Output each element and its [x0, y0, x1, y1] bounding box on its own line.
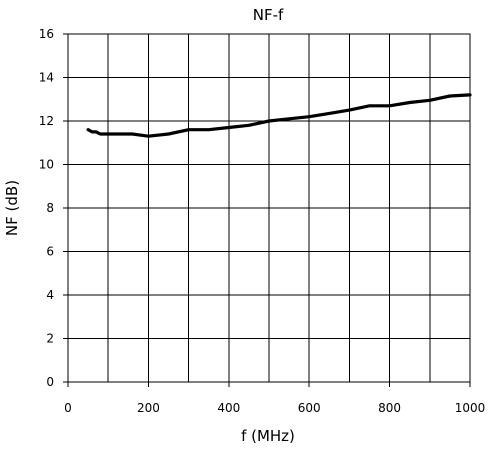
- x-tick-label: 200: [137, 401, 160, 415]
- nf-data-point: [99, 133, 101, 135]
- nf-data-point: [107, 133, 109, 135]
- x-axis-label: f (MHz): [241, 427, 295, 445]
- chart-title: NF-f: [253, 6, 284, 24]
- nf-data-point: [388, 104, 391, 107]
- nf-data-point: [127, 133, 130, 135]
- nf-data-point: [87, 128, 89, 131]
- x-tick-label: 0: [64, 401, 72, 415]
- nf-data-point: [308, 115, 311, 118]
- nf-data-point: [187, 128, 190, 131]
- series-layer: [86, 93, 472, 138]
- y-tick-label: 16: [39, 27, 54, 41]
- y-tick-label: 6: [46, 245, 54, 259]
- y-tick-label: 0: [46, 375, 54, 389]
- nf-data-point: [268, 120, 270, 122]
- nf-data-point: [408, 101, 411, 104]
- grid-layer: [67, 33, 471, 383]
- nf-data-point: [368, 104, 371, 107]
- nf-data-point: [348, 109, 351, 111]
- x-tick-label: 800: [378, 401, 401, 415]
- y-tick-label: 10: [39, 158, 54, 172]
- nf-data-point: [147, 135, 150, 138]
- nf-data-point: [449, 95, 451, 97]
- nf-data-point: [167, 133, 170, 135]
- tick-label-layer: 0 2 4 6 8 10 12 14 16 0 200 400 600 800 1000: [39, 27, 486, 415]
- nf-data-point: [288, 118, 290, 120]
- nf-data-point: [469, 94, 471, 96]
- y-tick-label: 14: [39, 71, 54, 85]
- x-tick-label: 400: [217, 401, 240, 415]
- nf-series-line: [86, 93, 472, 138]
- nf-data-point: [91, 131, 93, 133]
- nf-data-point: [95, 131, 97, 133]
- y-tick-label: 2: [46, 332, 54, 346]
- nf-data-point: [131, 133, 134, 135]
- nf-data-point: [328, 112, 331, 115]
- nf-data-point: [429, 99, 431, 102]
- nf-data-point: [207, 128, 210, 131]
- x-tick-label: 1000: [455, 401, 486, 415]
- nf-data-point: [248, 124, 250, 127]
- y-axis-label: NF (dB): [3, 180, 21, 236]
- y-tick-label: 8: [46, 201, 54, 215]
- nf-data-point: [228, 126, 230, 129]
- y-tick-label: 4: [46, 288, 54, 302]
- y-tick-label: 12: [39, 114, 54, 128]
- x-tick-label: 600: [298, 401, 321, 415]
